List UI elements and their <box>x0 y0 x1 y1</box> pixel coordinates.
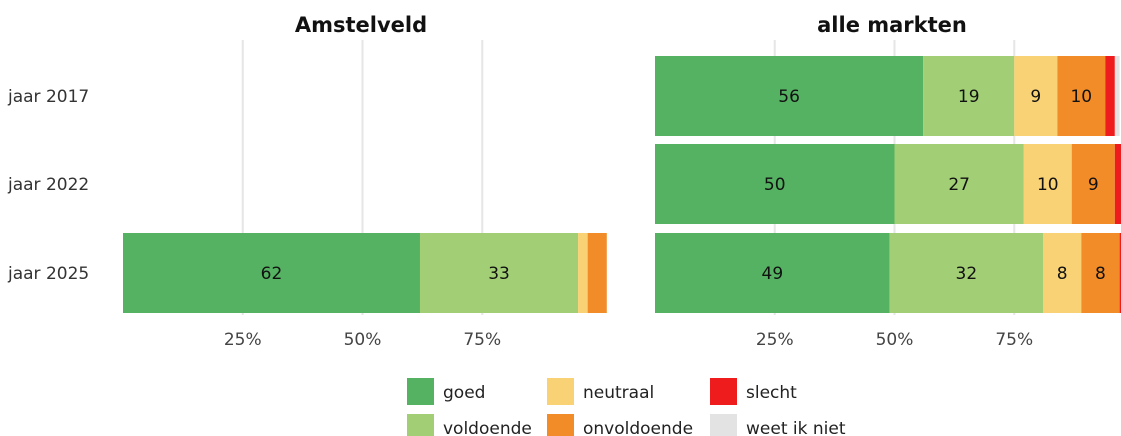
bar-voldoende-jaar-2025 <box>419 233 579 313</box>
legend-label: neutraal <box>583 383 654 403</box>
bar-goed-jaar-2022 <box>655 144 895 224</box>
data-label: 9 <box>1030 87 1041 107</box>
bar-neutraal-jaar-2017 <box>1014 56 1058 136</box>
category-label-jaar-2017: jaar 2017 <box>7 87 89 107</box>
x-tick-label: 25% <box>756 330 794 350</box>
legend-item-slecht: slecht <box>710 378 797 405</box>
legend-swatch <box>407 378 434 405</box>
legend-swatch <box>407 414 434 436</box>
data-label: 10 <box>1070 87 1092 107</box>
legend-item-goed: goed <box>407 378 485 405</box>
legend-item-voldoende: voldoende <box>407 414 532 436</box>
category-labels: jaar 2017 jaar 2022 jaar 2025 <box>7 87 89 284</box>
data-label: 19 <box>958 87 980 107</box>
x-tick-label: 25% <box>224 330 262 350</box>
panel-alle-markten: alle markten 56 19 9 10 50 27 10 9 49 32 8 8 25% 50% 75… <box>655 13 1121 350</box>
legend-swatch <box>547 378 574 405</box>
bar-goed-jaar-2025 <box>655 233 890 313</box>
category-label-jaar-2025: jaar 2025 <box>7 264 89 284</box>
panel-title: alle markten <box>817 13 967 37</box>
bar-neutraal-jaar-2025 <box>578 233 588 313</box>
x-tick-label: 75% <box>463 330 501 350</box>
data-label: 27 <box>948 175 970 195</box>
legend-item-weet-ik-niet: weet ik niet <box>710 414 846 436</box>
bar-goed-jaar-2025 <box>123 233 420 313</box>
data-label: 49 <box>762 264 784 284</box>
panels: Amstelveld 62 33 25% 50% 75% alle markten 56 19 9… <box>123 13 1121 350</box>
data-label: 56 <box>778 87 800 107</box>
x-tick-label: 75% <box>995 330 1033 350</box>
bar-slecht-jaar-2022 <box>1114 144 1121 224</box>
data-label: 8 <box>1057 264 1068 284</box>
bar-neutraal-jaar-2022 <box>1023 144 1072 224</box>
bar-neutraal-jaar-2025 <box>1042 233 1082 313</box>
legend-label: goed <box>443 383 485 403</box>
data-label: 9 <box>1088 175 1099 195</box>
category-label-jaar-2022: jaar 2022 <box>7 175 89 195</box>
panel-title: Amstelveld <box>295 13 427 37</box>
bar-slecht-jaar-2017 <box>1105 56 1115 136</box>
legend-label: weet ik niet <box>746 419 846 436</box>
data-label: 33 <box>488 264 510 284</box>
data-label: 32 <box>956 264 978 284</box>
legend: goed voldoende neutraal onvoldoende slecht we… <box>407 378 846 436</box>
panel-amstelveld: Amstelveld 62 33 25% 50% 75% <box>123 13 607 350</box>
bar-voldoende-jaar-2025 <box>889 233 1043 313</box>
legend-label: voldoende <box>443 419 532 436</box>
data-label: 62 <box>261 264 283 284</box>
bar-goed-jaar-2017 <box>655 56 924 136</box>
bar-onvoldoende-jaar-2022 <box>1071 144 1115 224</box>
legend-swatch <box>710 378 737 405</box>
bar-voldoende-jaar-2017 <box>923 56 1015 136</box>
bar-voldoende-jaar-2022 <box>894 144 1024 224</box>
legend-swatch <box>547 414 574 436</box>
legend-item-onvoldoende: onvoldoende <box>547 414 693 436</box>
x-tick-label: 50% <box>344 330 382 350</box>
bar-weet-ik-niet-jaar-2017 <box>1114 56 1120 136</box>
data-label: 10 <box>1037 175 1059 195</box>
data-label: 50 <box>764 175 786 195</box>
legend-label: onvoldoende <box>583 419 693 436</box>
legend-item-neutraal: neutraal <box>547 378 654 405</box>
data-label: 8 <box>1095 264 1106 284</box>
bar-onvoldoende-jaar-2025 <box>1081 233 1120 313</box>
x-tick-label: 50% <box>876 330 914 350</box>
bar-onvoldoende-jaar-2017 <box>1057 56 1106 136</box>
legend-swatch <box>710 414 737 436</box>
bar-onvoldoende-jaar-2025 <box>587 233 607 313</box>
bar-slecht-jaar-2025 <box>1119 233 1121 313</box>
legend-label: slecht <box>746 383 797 403</box>
